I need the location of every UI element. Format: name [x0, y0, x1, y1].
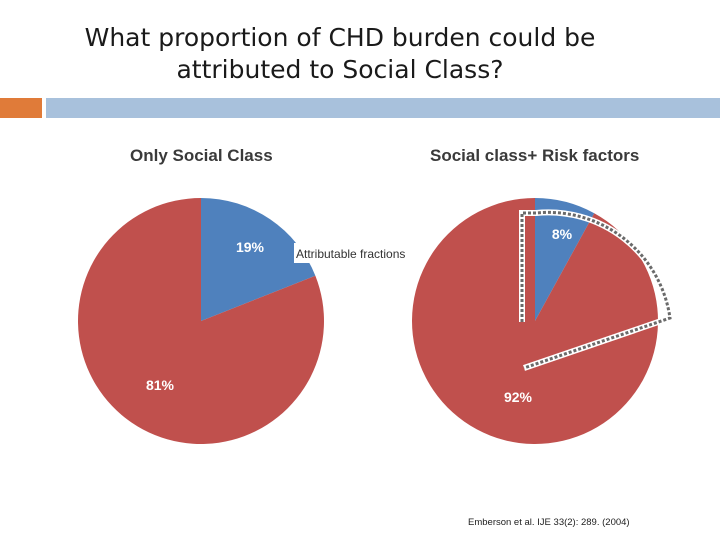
- annotation-bracket-dashed: [520, 210, 672, 370]
- citation: Emberson et al. IJE 33(2): 289. (2004): [468, 517, 630, 528]
- title-line-1: What proportion of CHD burden could be: [84, 23, 596, 52]
- pie-1-slice-0-label: 8%: [552, 226, 573, 242]
- pie-1-slice-1-label: 92%: [504, 389, 533, 405]
- pie-0-slice-1-label: 81%: [146, 377, 175, 393]
- pie-left: 19% 81%: [77, 198, 325, 444]
- annotation-label: Attributable fractions: [296, 247, 405, 261]
- pie-1-slice-0: [535, 198, 595, 321]
- pie-right: 8% 92%: [412, 198, 659, 444]
- pie-title-right: Social class+ Risk factors: [430, 146, 639, 165]
- accent-bar-blue: [46, 98, 720, 118]
- accent-bar-orange: [0, 98, 42, 118]
- pie-title-left: Only Social Class: [130, 146, 273, 165]
- pie-1-slice-1: [412, 198, 659, 444]
- pie-0-slice-0-label: 19%: [236, 239, 265, 255]
- title-line-2: attributed to Social Class?: [176, 55, 504, 84]
- pie-0-slice-1: [77, 198, 325, 444]
- slide-title: What proportion of CHD burden could be a…: [40, 22, 640, 86]
- pie-0-slice-0: [201, 198, 316, 321]
- annotation-label-bg: [294, 243, 424, 263]
